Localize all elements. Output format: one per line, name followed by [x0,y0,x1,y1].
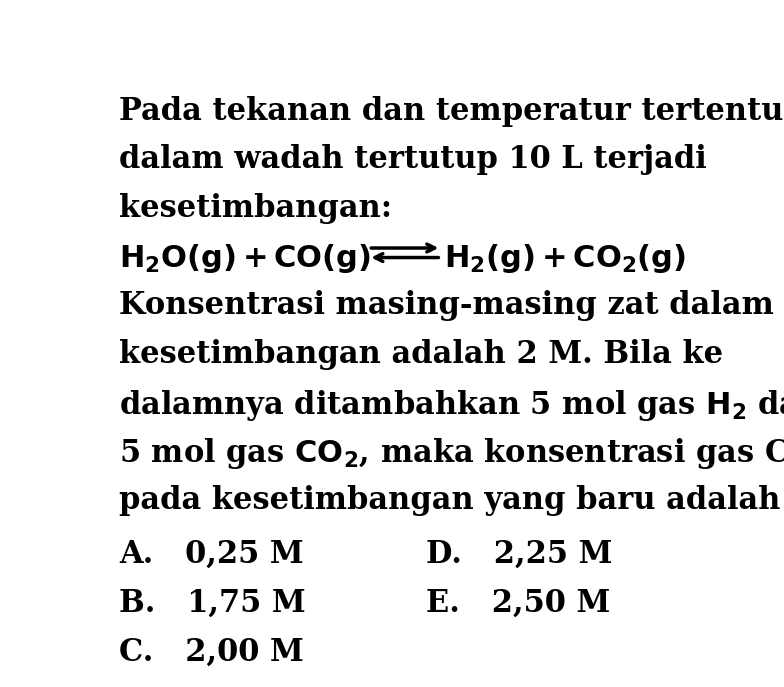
Text: 5 mol gas $\mathbf{CO_2}$, maka konsentrasi gas CO: 5 mol gas $\mathbf{CO_2}$, maka konsentr… [119,436,784,471]
Text: D.   2,25 M: D. 2,25 M [426,539,612,570]
Text: B.   1,75 M: B. 1,75 M [119,587,306,618]
Text: $\mathbf{H_2O}$$\mathbf{(g) + CO(g)}$: $\mathbf{H_2O}$$\mathbf{(g) + CO(g)}$ [119,242,372,275]
Text: $\mathbf{H_2(g) + CO_2(g)}$: $\mathbf{H_2(g) + CO_2(g)}$ [445,242,687,275]
Text: C.   2,00 M: C. 2,00 M [119,636,304,667]
Text: Pada tekanan dan temperatur tertentu: Pada tekanan dan temperatur tertentu [119,95,784,126]
Text: kesetimbangan adalah 2 M. Bila ke: kesetimbangan adalah 2 M. Bila ke [119,339,724,370]
Text: dalamnya ditambahkan 5 mol gas $\mathbf{H_2}$ dan: dalamnya ditambahkan 5 mol gas $\mathbf{… [119,387,784,423]
Text: E.   2,50 M: E. 2,50 M [426,587,611,618]
Text: A.   0,25 M: A. 0,25 M [119,539,304,570]
Text: Konsentrasi masing-masing zat dalam: Konsentrasi masing-masing zat dalam [119,291,774,322]
Text: pada kesetimbangan yang baru adalah ...: pada kesetimbangan yang baru adalah ... [119,485,784,516]
Text: kesetimbangan:: kesetimbangan: [119,193,392,224]
Text: dalam wadah tertutup 10 L terjadi: dalam wadah tertutup 10 L terjadi [119,144,707,175]
